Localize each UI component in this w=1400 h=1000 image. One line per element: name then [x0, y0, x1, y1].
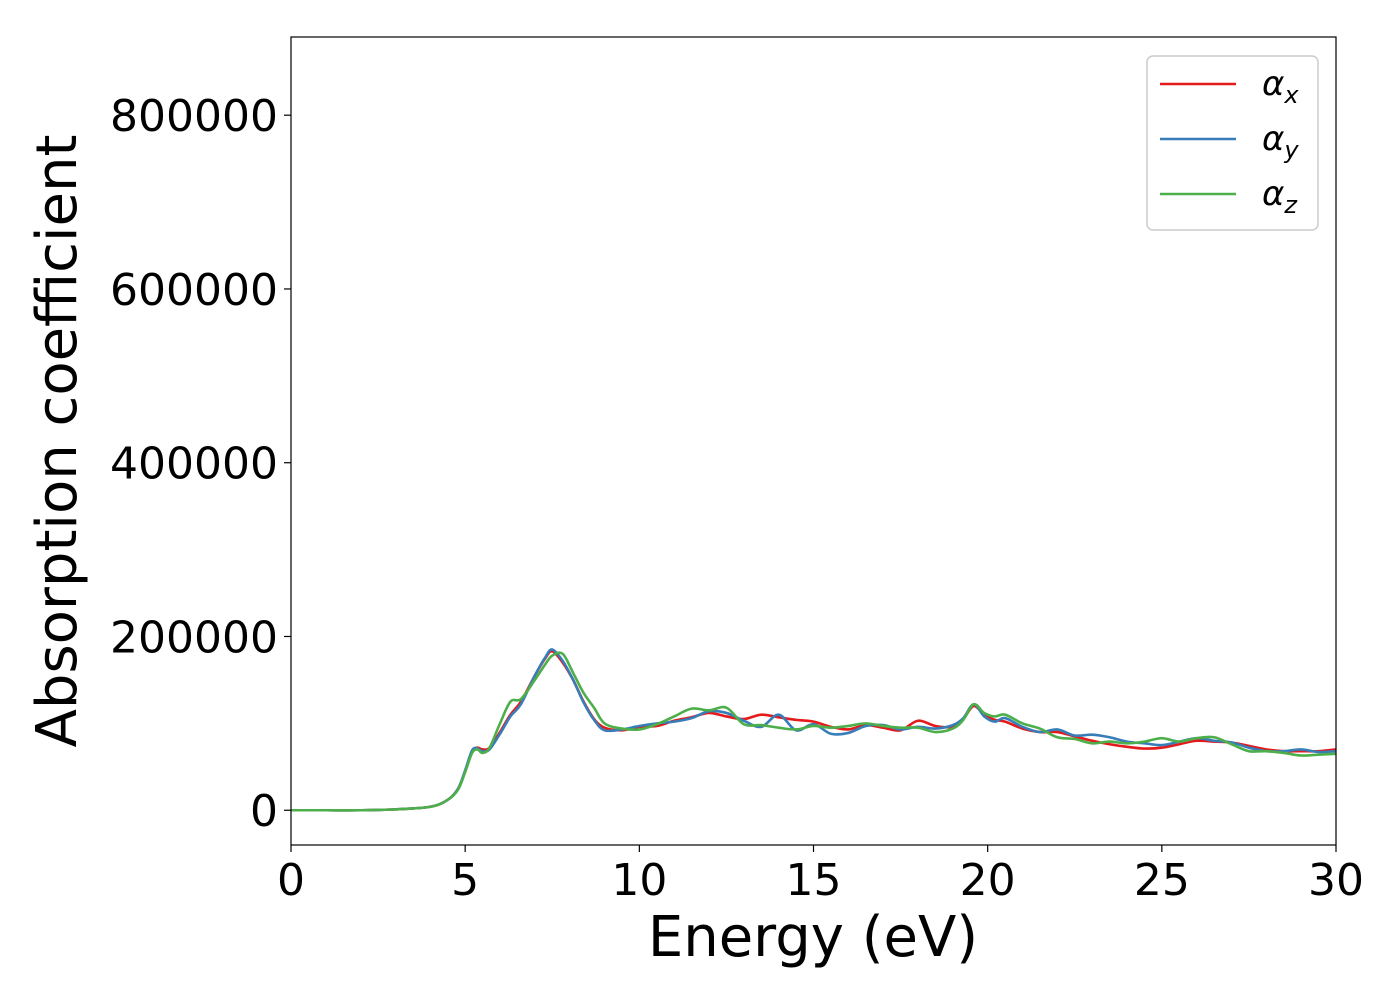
legend: αx αy αz — [1146, 55, 1319, 231]
series-line-αz — [291, 651, 1336, 812]
y-axis-title: Absorption coefficient — [25, 135, 90, 748]
x-tick-label: 5 — [451, 855, 479, 906]
x-tick-label: 25 — [1134, 855, 1190, 906]
legend-box — [1146, 55, 1319, 231]
legend-label: αy — [1262, 119, 1299, 164]
legend-label: αz — [1262, 174, 1298, 219]
y-tick-label: 600000 — [110, 265, 278, 316]
y-tick-label: 800000 — [110, 91, 278, 142]
x-tick-label: 30 — [1308, 855, 1364, 906]
x-tick-label: 10 — [611, 855, 667, 906]
x-axis: 0 5 10 15 20 25 30 — [277, 845, 1364, 906]
y-axis: 0 200000 400000 600000 800000 — [110, 91, 291, 837]
series-layer — [291, 648, 1336, 812]
x-axis-title: Energy (eV) — [648, 905, 978, 970]
y-tick-label: 400000 — [110, 439, 278, 490]
y-tick-label: 0 — [250, 786, 278, 837]
x-tick-label: 20 — [960, 855, 1016, 906]
legend-label: αx — [1262, 64, 1299, 109]
x-tick-label: 0 — [277, 855, 305, 906]
y-tick-label: 200000 — [110, 612, 278, 663]
x-tick-label: 15 — [786, 855, 842, 906]
